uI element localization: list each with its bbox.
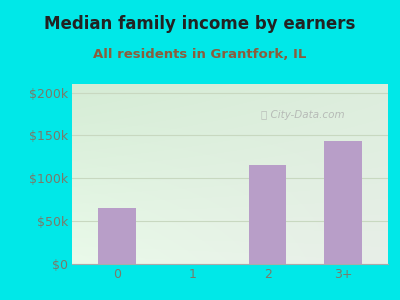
Text: All residents in Grantfork, IL: All residents in Grantfork, IL xyxy=(93,48,307,61)
Bar xyxy=(98,208,136,264)
Text: Median family income by earners: Median family income by earners xyxy=(44,15,356,33)
Text: ⓘ City-Data.com: ⓘ City-Data.com xyxy=(261,110,344,120)
Bar xyxy=(324,141,362,264)
Bar xyxy=(249,165,286,264)
